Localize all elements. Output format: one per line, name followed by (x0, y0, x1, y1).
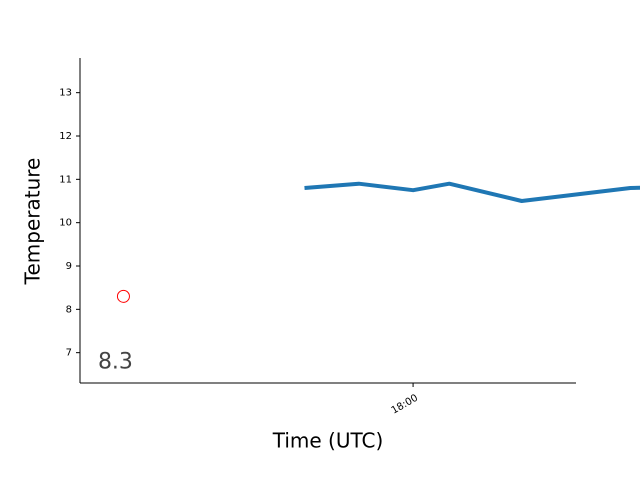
annotation: 8.3 (98, 349, 133, 374)
line (304, 181, 640, 203)
y-tick-label: 8 (66, 304, 72, 315)
y-tick-label: 9 (66, 261, 72, 272)
y-axis-label: Temperature (21, 158, 45, 286)
x-axis-label: Time (UTC) (272, 429, 384, 453)
highlight-circle (116, 289, 130, 303)
y-tick-label: 7 (66, 348, 72, 359)
x-tick-label: 18:00 (390, 393, 420, 417)
y-tick-label: 12 (59, 131, 72, 142)
y-tick-label: 13 (59, 88, 72, 99)
y-tick-label: 11 (59, 174, 72, 185)
y-tick-label: 10 (59, 218, 72, 229)
